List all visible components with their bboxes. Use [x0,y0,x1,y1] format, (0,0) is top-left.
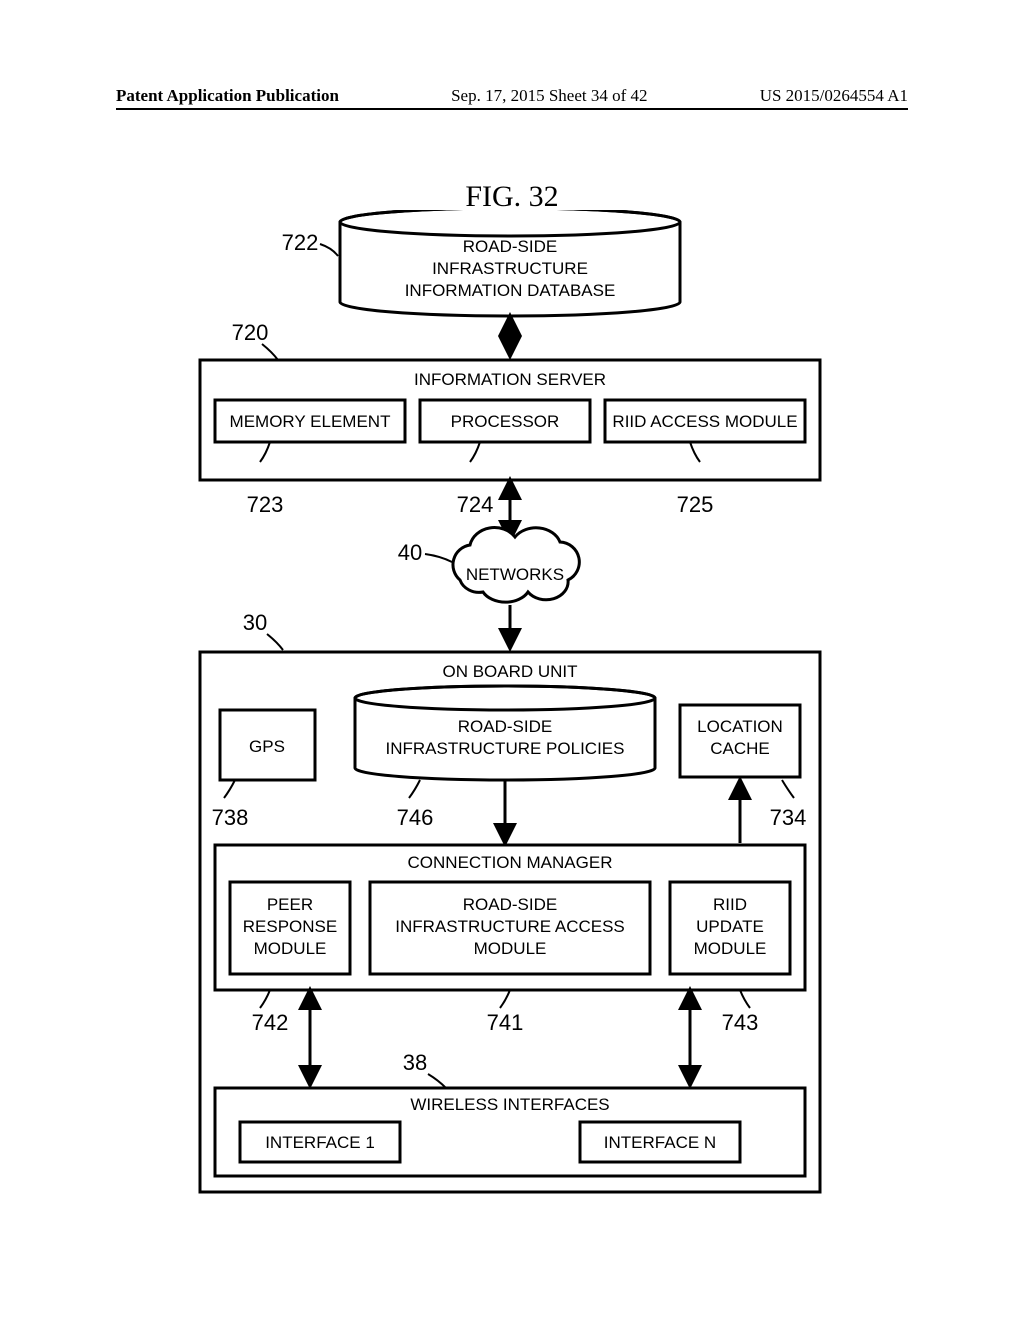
access-l2: INFRASTRUCTURE ACCESS [395,917,625,936]
database-cylinder: ROAD-SIDE INFRASTRUCTURE INFORMATION DAT… [340,210,680,316]
cm-title: CONNECTION MANAGER [408,853,613,872]
ifn-label: INTERFACE N [604,1133,716,1152]
peer-l3: MODULE [254,939,327,958]
header-left: Patent Application Publication [116,86,339,106]
page-root: Patent Application Publication Sep. 17, … [0,0,1024,1320]
riid-label: RIID ACCESS MODULE [612,412,797,431]
access-l3: MODULE [474,939,547,958]
server-num: 720 [232,320,269,345]
obu-title: ON BOARD UNIT [442,662,577,681]
obu-num-leader [267,634,283,650]
update-l2: UPDATE [696,917,764,936]
peer-l2: RESPONSE [243,917,337,936]
header-right: US 2015/0264554 A1 [760,86,908,106]
policies-num: 746 [397,805,434,830]
figure-label: FIG. 32 [0,180,1024,214]
networks-cloud: NETWORKS [453,528,579,603]
diagram-svg: ROAD-SIDE INFRASTRUCTURE INFORMATION DAT… [160,210,864,1210]
update-l3: MODULE [694,939,767,958]
networks-leader [425,554,452,562]
page-header: Patent Application Publication Sep. 17, … [0,86,1024,106]
peer-l1: PEER [267,895,313,914]
db-line3: INFORMATION DATABASE [405,281,616,300]
networks-num: 40 [398,540,422,565]
wifi-title: WIRELESS INTERFACES [410,1095,609,1114]
cache-line1: LOCATION [697,717,783,736]
db-num-leader [320,244,338,256]
cache-line2: CACHE [710,739,770,758]
networks-label: NETWORKS [466,565,564,584]
wifi-num: 38 [403,1050,427,1075]
policies-cylinder: ROAD-SIDE INFRASTRUCTURE POLICIES [355,686,655,780]
riid-num: 725 [677,492,714,517]
access-l1: ROAD-SIDE [463,895,557,914]
update-l1: RIID [713,895,747,914]
header-rule [116,108,908,110]
cache-num: 734 [770,805,807,830]
policies-line1: ROAD-SIDE [458,717,552,736]
mem-num: 723 [247,492,284,517]
server-title: INFORMATION SERVER [414,370,606,389]
update-num: 743 [722,1010,759,1035]
processor-label: PROCESSOR [451,412,560,431]
gps-num: 738 [212,805,249,830]
db-num: 722 [282,230,319,255]
access-num: 741 [487,1010,524,1035]
db-line2: INFRASTRUCTURE [432,259,588,278]
policies-line2: INFRASTRUCTURE POLICIES [386,739,625,758]
db-line1: ROAD-SIDE [463,237,557,256]
peer-num: 742 [252,1010,289,1035]
proc-num: 724 [457,492,494,517]
server-num-leader [262,344,278,360]
if1-label: INTERFACE 1 [265,1133,375,1152]
gps-label: GPS [249,737,285,756]
obu-num: 30 [243,610,267,635]
memory-label: MEMORY ELEMENT [230,412,391,431]
header-mid: Sep. 17, 2015 Sheet 34 of 42 [451,86,647,106]
